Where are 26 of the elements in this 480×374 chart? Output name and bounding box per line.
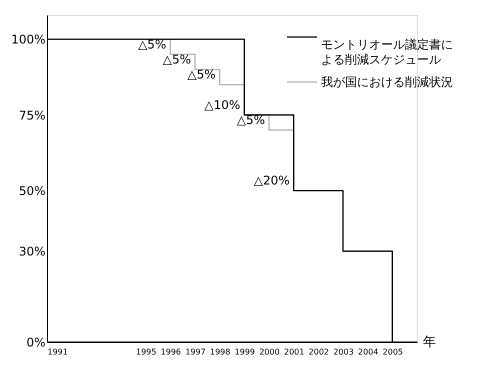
- annotation: △20%: [254, 174, 290, 188]
- x-tick-label: 2002: [308, 348, 330, 356]
- annotation: △5%: [187, 68, 216, 82]
- x-tick-label: 2003: [333, 348, 354, 356]
- y-tick-label: 100%: [11, 32, 46, 47]
- x-tick-label: 1998: [210, 348, 230, 356]
- x-axis-title: 年: [423, 335, 436, 350]
- annotation: △5%: [236, 113, 265, 128]
- y-tick-label: 50%: [18, 184, 46, 198]
- x-tick-label: 1991: [48, 348, 68, 356]
- y-tick-label: 0%: [26, 336, 46, 350]
- x-tick-label: 1995: [136, 348, 156, 356]
- x-tick-label: 2005: [382, 348, 404, 356]
- x-tick-label: 1997: [185, 348, 206, 356]
- annotation: △5%: [162, 52, 191, 66]
- legend-label: 我が国における削減状況: [321, 75, 453, 89]
- annotation: △10%: [204, 98, 240, 112]
- x-tick-label: 1999: [234, 348, 256, 356]
- x-tick-label: 2001: [284, 348, 304, 356]
- legend-label: モントリオール議定書による削減スケジュール: [321, 38, 453, 66]
- annotation: △5%: [138, 37, 166, 52]
- x-tick-label: 2004: [358, 348, 378, 356]
- x-tick-label: 2000: [259, 348, 280, 356]
- y-tick-label: 30%: [18, 244, 46, 259]
- x-tick-label: 1996: [160, 348, 182, 356]
- y-tick-label: 75%: [18, 108, 46, 122]
